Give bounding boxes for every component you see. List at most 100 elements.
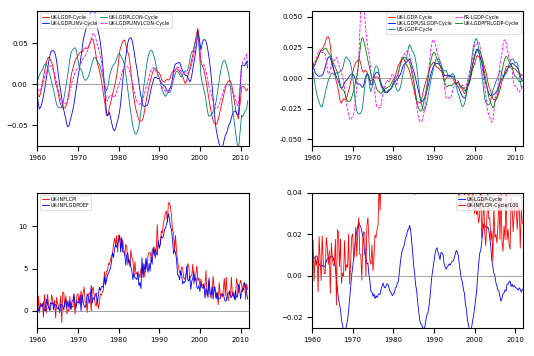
Legend: UK-LGDP-Cycle, UK-LGDPUSLGDP-Cycle, US-LGDP-Cycle, FR-LGDP-Cycle, UK-LGDPFRLGDP-: UK-LGDP-Cycle, UK-LGDPUSLGDP-Cycle, US-L…: [386, 13, 521, 34]
UK-INFLCPI-Cycle/100: [519, 221, 525, 226]
UK-LGDPFRLGDP-Cycle: [309, 71, 315, 75]
UK-LGDP-Cycle: [309, 257, 315, 262]
Line: UK-LGDPUSLGDP-Cycle: UK-LGDPUSLGDP-Cycle: [312, 49, 522, 102]
UK-LGDPLINV-Cycle: [172, 62, 179, 66]
FR-LGDP-Cycle: [447, 96, 453, 101]
UK-LGDPLINVLCON-Cycle: [172, 67, 179, 71]
UK-LGDP-Cycle: [107, 101, 114, 106]
UK-LGDPLINV-Cycle: [245, 66, 251, 70]
UK-LGDP-Cycle: [340, 328, 347, 333]
UK-LGDP-Cycle: [213, 122, 219, 127]
Legend: UK-INFLCPI, UK-INFLGDPDEF: UK-INFLCPI, UK-INFLGDPDEF: [40, 195, 91, 210]
UK-LGDPLINVLCON-Cycle: [239, 60, 246, 64]
US-LGDP-Cycle: [474, 36, 480, 41]
Legend: UK-LGDP-Cycle, UK-LGDPLINV-Cycle, UK-LGDPLCON-Cycle, UK-LGDPLINVLCON-Cycle: UK-LGDP-Cycle, UK-LGDPLINV-Cycle, UK-LGD…: [40, 13, 172, 28]
Line: UK-INFLGDPDEF: UK-INFLGDPDEF: [37, 214, 248, 313]
UK-LGDPFRLGDP-Cycle: [383, 86, 389, 90]
UK-INFLCPI: [59, 320, 65, 325]
UK-LGDP-Cycle: [460, 287, 467, 292]
UK-LGDP-Cycle: [324, 35, 331, 39]
Line: UK-INFLCPI-Cycle/100: UK-INFLCPI-Cycle/100: [312, 10, 522, 305]
US-LGDP-Cycle: [324, 82, 331, 86]
UK-LGDP-Cycle: [309, 64, 315, 68]
UK-LGDPLINVLCON-Cycle: [34, 86, 41, 90]
UK-LGDP-Cycle: [184, 78, 190, 83]
Line: US-LGDP-Cycle: US-LGDP-Cycle: [312, 38, 522, 114]
UK-LGDP-Cycle: [514, 69, 521, 74]
UK-INFLCPI: [174, 250, 180, 254]
UK-LGDPUSLGDP-Cycle: [474, 47, 481, 51]
UK-LGDPFRLGDP-Cycle: [514, 76, 521, 80]
UK-LGDPUSLGDP-Cycle: [360, 83, 367, 87]
UK-INFLCPI-Cycle/100: [514, 227, 521, 231]
UK-LGDPUSLGDP-Cycle: [419, 100, 425, 104]
US-LGDP-Cycle: [383, 90, 389, 95]
UK-LGDP-Cycle: [448, 75, 454, 79]
FR-LGDP-Cycle: [324, 67, 331, 71]
UK-LGDPLINVLCON-Cycle: [50, 66, 56, 70]
UK-LGDPFRLGDP-Cycle: [418, 109, 424, 114]
UK-LGDPLINV-Cycle: [108, 120, 115, 125]
US-LGDP-Cycle: [447, 74, 453, 78]
UK-INFLCPI-Cycle/100: [309, 284, 315, 288]
UK-LGDPFRLGDP-Cycle: [359, 36, 365, 40]
US-LGDP-Cycle: [514, 61, 521, 65]
UK-INFLGDPDEF: [34, 303, 41, 307]
UK-LGDP-Cycle: [245, 87, 251, 91]
UK-LGDPLCON-Cycle: [86, 72, 92, 76]
FR-LGDP-Cycle: [362, 17, 368, 21]
UK-INFLCPI: [166, 200, 172, 205]
Line: UK-LGDPLCON-Cycle: UK-LGDPLCON-Cycle: [37, 35, 248, 150]
UK-INFLCPI: [185, 264, 192, 268]
UK-LGDPUSLGDP-Cycle: [447, 74, 453, 78]
UK-INFLCPI-Cycle/100: [441, 8, 447, 12]
UK-LGDPFRLGDP-Cycle: [362, 43, 368, 47]
FR-LGDP-Cycle: [383, 80, 389, 84]
UK-LGDP-Cycle: [514, 287, 521, 291]
UK-LGDP-Cycle: [362, 68, 368, 72]
UK-LGDPLINVLCON-Cycle: [86, 44, 92, 49]
UK-LGDPLINV-Cycle: [185, 75, 191, 79]
UK-LGDPLINVLCON-Cycle: [185, 71, 191, 75]
Line: UK-INFLCPI: UK-INFLCPI: [37, 203, 248, 323]
US-LGDP-Cycle: [519, 85, 525, 89]
UK-INFLGDPDEF: [174, 257, 180, 262]
Line: UK-LGDPLINVLCON-Cycle: UK-LGDPLINVLCON-Cycle: [37, 33, 248, 109]
UK-INFLGDPDEF: [50, 300, 56, 304]
UK-INFLCPI: [108, 254, 115, 258]
UK-LGDPUSLGDP-Cycle: [324, 58, 331, 62]
UK-LGDP-Cycle: [239, 85, 246, 89]
UK-LGDPLCON-Cycle: [34, 79, 41, 83]
UK-LGDPLINV-Cycle: [34, 94, 41, 98]
UK-LGDP-Cycle: [356, 220, 362, 224]
UK-INFLCPI-Cycle/100: [362, 232, 368, 236]
UK-LGDPFRLGDP-Cycle: [460, 86, 467, 90]
UK-LGDP-Cycle: [34, 90, 41, 94]
UK-LGDPFRLGDP-Cycle: [448, 84, 454, 88]
UK-INFLCPI-Cycle/100: [324, 245, 331, 250]
UK-INFLGDPDEF: [108, 258, 115, 262]
US-LGDP-Cycle: [362, 84, 368, 88]
UK-LGDP-Cycle: [171, 69, 178, 73]
UK-LGDPLCON-Cycle: [239, 115, 246, 119]
FR-LGDP-Cycle: [489, 120, 495, 125]
UK-LGDP-Cycle: [86, 43, 92, 47]
UK-LGDP-Cycle: [324, 257, 331, 261]
UK-INFLCPI: [245, 287, 251, 292]
UK-LGDPUSLGDP-Cycle: [519, 78, 525, 83]
UK-LGDPLINVLCON-Cycle: [245, 61, 251, 65]
US-LGDP-Cycle: [357, 112, 363, 116]
Line: UK-LGDP-Cycle: UK-LGDP-Cycle: [312, 222, 522, 330]
Line: FR-LGDP-Cycle: FR-LGDP-Cycle: [312, 0, 522, 122]
FR-LGDP-Cycle: [514, 87, 521, 91]
UK-INFLCPI: [34, 313, 41, 317]
UK-LGDP-Cycle: [417, 101, 423, 105]
UK-INFLCPI-Cycle/100: [333, 303, 340, 307]
UK-LGDP-Cycle: [50, 63, 56, 67]
UK-LGDPLCON-Cycle: [184, 69, 190, 73]
UK-LGDP-Cycle: [519, 287, 525, 292]
UK-LGDP-Cycle: [448, 261, 454, 265]
UK-LGDP-Cycle: [195, 26, 201, 31]
UK-LGDPLINV-Cycle: [86, 17, 92, 22]
Line: UK-LGDPFRLGDP-Cycle: UK-LGDPFRLGDP-Cycle: [312, 38, 522, 111]
